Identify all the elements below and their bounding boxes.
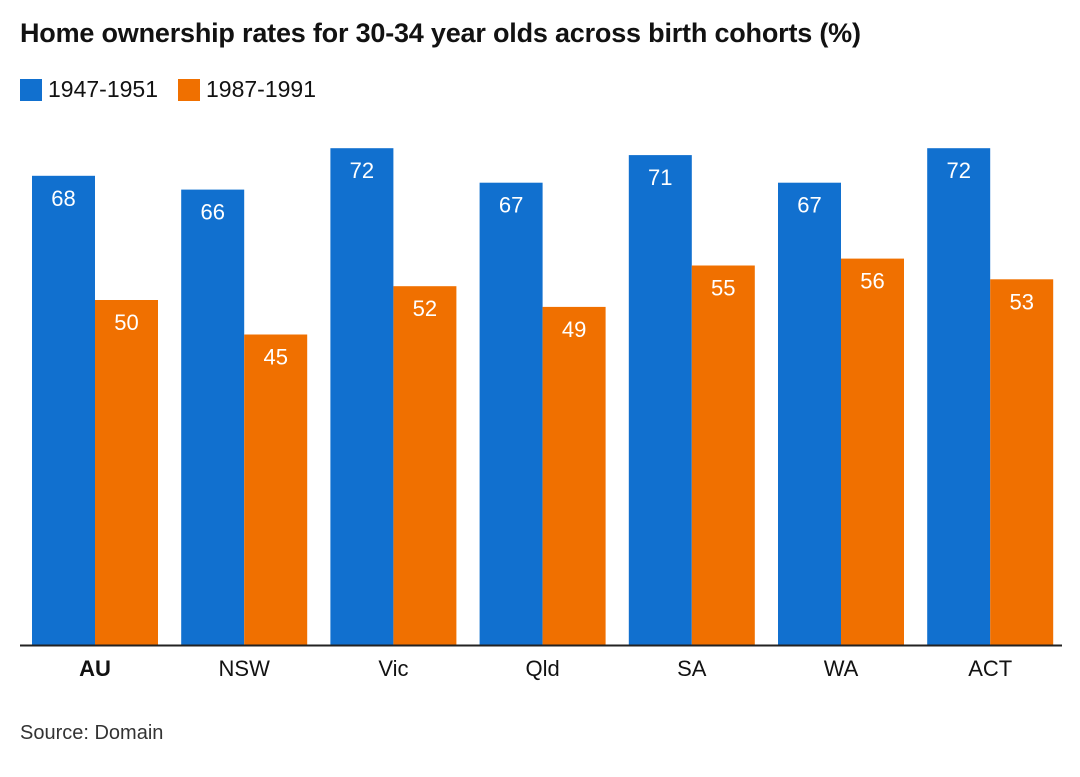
data-label-au-series-1: 68 <box>51 186 75 211</box>
x-tick-label-vic: Vic <box>378 656 408 681</box>
bar-au-series-1 <box>32 175 95 646</box>
bar-sa-series-1 <box>628 155 692 645</box>
bar-sa-series-2 <box>691 265 755 645</box>
data-label-act-series-2: 53 <box>1009 289 1033 314</box>
data-label-au-series-2: 50 <box>114 310 138 335</box>
x-tick-label-wa: WA <box>824 656 859 681</box>
data-label-qld-series-2: 49 <box>562 317 586 342</box>
bar-vic-series-2 <box>393 286 457 645</box>
data-label-vic-series-2: 52 <box>413 296 437 321</box>
data-label-sa-series-2: 55 <box>711 276 735 301</box>
data-label-nsw-series-1: 66 <box>200 200 224 225</box>
data-label-qld-series-1: 67 <box>499 193 523 218</box>
x-tick-label-sa: SA <box>677 656 707 681</box>
bar-qld-series-1 <box>479 182 543 645</box>
data-label-vic-series-1: 72 <box>350 158 374 183</box>
bar-qld-series-2 <box>542 306 606 645</box>
bar-act-series-1 <box>927 148 991 645</box>
x-tick-label-au: AU <box>79 656 111 681</box>
legend-item-series-1: 1947-1951 <box>20 76 158 103</box>
bar-nsw-series-1 <box>181 189 245 645</box>
x-tick-label-nsw: NSW <box>219 656 271 681</box>
x-tick-label-act: ACT <box>968 656 1012 681</box>
data-label-act-series-1: 72 <box>946 158 970 183</box>
bar-au-series-2 <box>95 300 158 645</box>
legend-swatch-series-1 <box>20 78 42 101</box>
legend-item-series-2: 1987-1991 <box>178 76 316 103</box>
legend-swatch-series-2 <box>178 78 200 101</box>
bar-wa-series-1 <box>778 182 841 645</box>
data-label-sa-series-1: 71 <box>648 165 672 190</box>
data-label-wa-series-1: 67 <box>797 193 821 218</box>
bar-vic-series-1 <box>330 148 394 645</box>
chart-title: Home ownership rates for 30-34 year olds… <box>20 18 861 48</box>
data-label-wa-series-2: 56 <box>860 269 884 294</box>
data-label-nsw-series-2: 45 <box>263 345 287 370</box>
source-note: Source: Domain <box>20 722 164 744</box>
x-tick-label-qld: Qld <box>525 656 559 681</box>
bar-nsw-series-2 <box>244 334 308 645</box>
legend-label-series-2: 1987-1991 <box>206 76 316 102</box>
bar-act-series-2 <box>990 279 1054 645</box>
chart-legend: 1947-1951 1987-1991 <box>20 76 336 103</box>
legend-label-series-1: 1947-1951 <box>48 76 158 102</box>
bar-wa-series-2 <box>841 258 904 645</box>
